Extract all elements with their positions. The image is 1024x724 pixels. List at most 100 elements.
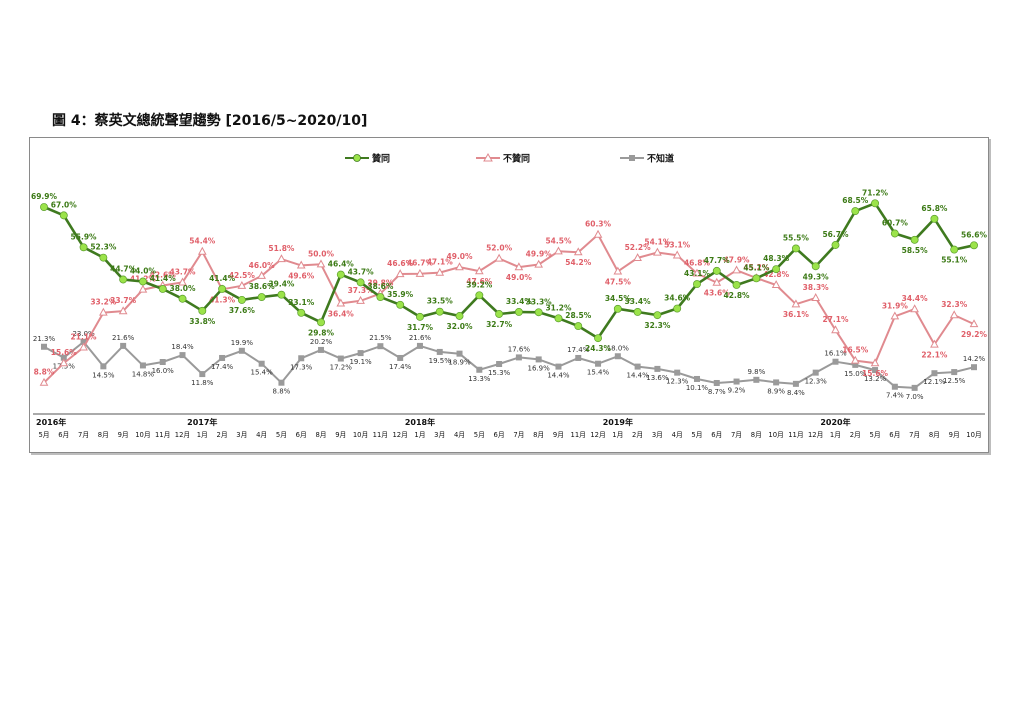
approve-data-label: 58.5%: [902, 246, 929, 255]
disapprove-point: [712, 277, 722, 286]
approve-point: [970, 241, 978, 250]
approve-point: [693, 280, 701, 289]
x-tick-label: 8月: [929, 431, 940, 439]
disapprove-data-label: 29.2%: [961, 330, 988, 339]
disapprove-point: [593, 229, 603, 238]
approve-data-label: 55.1%: [941, 256, 968, 265]
unknown-data-label: 14.4%: [547, 372, 570, 380]
disapprove-point: [178, 277, 187, 286]
unknown-point: [60, 354, 67, 361]
approve-point: [851, 207, 860, 216]
disapprove-point: [930, 339, 939, 348]
disapprove-point: [316, 259, 326, 268]
approve-point: [910, 235, 919, 244]
disapprove-data-label: 49.9%: [526, 250, 553, 259]
unknown-data-label: 14.2%: [963, 355, 986, 363]
disapprove-data-label: 36.1%: [783, 310, 810, 319]
disapprove-data-label: 47.1%: [427, 258, 454, 267]
disapprove-point: [910, 304, 919, 313]
approve-point: [633, 308, 642, 316]
approve-point: [297, 308, 306, 317]
disapprove-point: [118, 306, 128, 315]
unknown-point: [120, 342, 127, 349]
approve-data-label: 46.4%: [328, 260, 355, 269]
approve-point: [79, 243, 88, 252]
disapprove-point: [296, 260, 306, 269]
disapprove-point: [257, 270, 267, 279]
approve-point: [277, 290, 286, 299]
approve-data-label: 35.9%: [387, 290, 414, 299]
unknown-point: [238, 347, 245, 354]
unknown-data-label: 18.4%: [171, 343, 194, 351]
x-tick-label: 11月: [373, 431, 388, 439]
x-tick-label: 8月: [315, 431, 326, 439]
approve-data-label: 32.3%: [644, 321, 671, 330]
unknown-point: [278, 379, 285, 386]
unknown-point: [792, 380, 799, 387]
disapprove-data-label: 39.8%: [367, 279, 394, 288]
unknown-point: [733, 378, 740, 385]
unknown-point: [397, 354, 404, 361]
x-tick-label: 1月: [197, 431, 208, 439]
unknown-point: [555, 363, 562, 370]
unknown-data-label: 13.3%: [468, 375, 491, 383]
disapprove-data-label: 49.0%: [506, 273, 533, 282]
unknown-point: [436, 348, 443, 355]
disapprove-data-label: 53.1%: [664, 240, 691, 249]
approve-point: [811, 262, 820, 271]
unknown-data-label: 18.0%: [607, 344, 630, 352]
unknown-point: [674, 369, 681, 376]
chart-frame: [29, 137, 989, 453]
unknown-point: [496, 361, 503, 368]
approve-data-label: 34.6%: [664, 294, 691, 303]
disapprove-point: [534, 259, 544, 268]
unknown-data-label: 9.8%: [747, 368, 765, 376]
unknown-data-label: 21.3%: [33, 335, 56, 343]
disapprove-data-label: 49.0%: [447, 252, 474, 261]
x-tick-label: 9月: [553, 431, 564, 439]
approve-data-label: 33.4%: [625, 297, 652, 306]
disapprove-data-label: 32.3%: [941, 300, 968, 309]
x-tick-label: 2月: [217, 431, 228, 439]
unknown-point: [634, 363, 641, 370]
disapprove-point: [59, 358, 69, 367]
disapprove-point: [633, 253, 642, 262]
unknown-data-label: 10.1%: [686, 384, 709, 392]
approve-point: [99, 253, 108, 262]
legend-marker-approve: [353, 154, 361, 162]
x-tick-label: 3月: [652, 431, 663, 439]
approve-data-label: 65.8%: [921, 204, 948, 213]
x-tick-label: 6月: [711, 431, 722, 439]
approve-data-label: 68.5%: [842, 196, 869, 205]
approve-point: [514, 308, 523, 316]
unknown-point: [515, 354, 522, 361]
x-tick-label: 7月: [909, 431, 920, 439]
unknown-point: [931, 370, 938, 377]
year-label: 2019年: [603, 417, 633, 427]
disapprove-point: [850, 355, 860, 364]
approve-data-label: 71.2%: [862, 188, 889, 197]
unknown-point: [298, 355, 305, 362]
approve-point: [376, 293, 385, 301]
approve-data-label: 52.3%: [90, 243, 117, 252]
disapprove-point: [732, 265, 741, 274]
unknown-data-label: 15.0%: [844, 370, 867, 378]
unknown-data-label: 17.5%: [53, 363, 76, 371]
year-label: 2018年: [405, 417, 435, 427]
disapprove-data-label: 47.5%: [605, 277, 632, 286]
x-tick-label: 8月: [533, 431, 544, 439]
approve-data-label: 33.4%: [506, 297, 533, 306]
unknown-data-label: 15.4%: [251, 369, 274, 377]
disapprove-point: [79, 342, 88, 351]
unknown-data-label: 17.3%: [290, 363, 313, 371]
x-tick-label: 10月: [966, 431, 981, 439]
approve-data-label: 39.2%: [466, 280, 493, 289]
x-tick-label: 12月: [808, 431, 823, 439]
unknown-data-label: 19.1%: [349, 358, 372, 366]
approve-data-label: 41.4%: [150, 274, 177, 283]
disapprove-point: [870, 358, 880, 367]
disapprove-data-label: 46.7%: [407, 259, 434, 268]
approve-data-label: 45.1%: [743, 263, 770, 272]
unknown-data-label: 19.5%: [429, 357, 452, 365]
x-tick-label: 2月: [632, 431, 643, 439]
